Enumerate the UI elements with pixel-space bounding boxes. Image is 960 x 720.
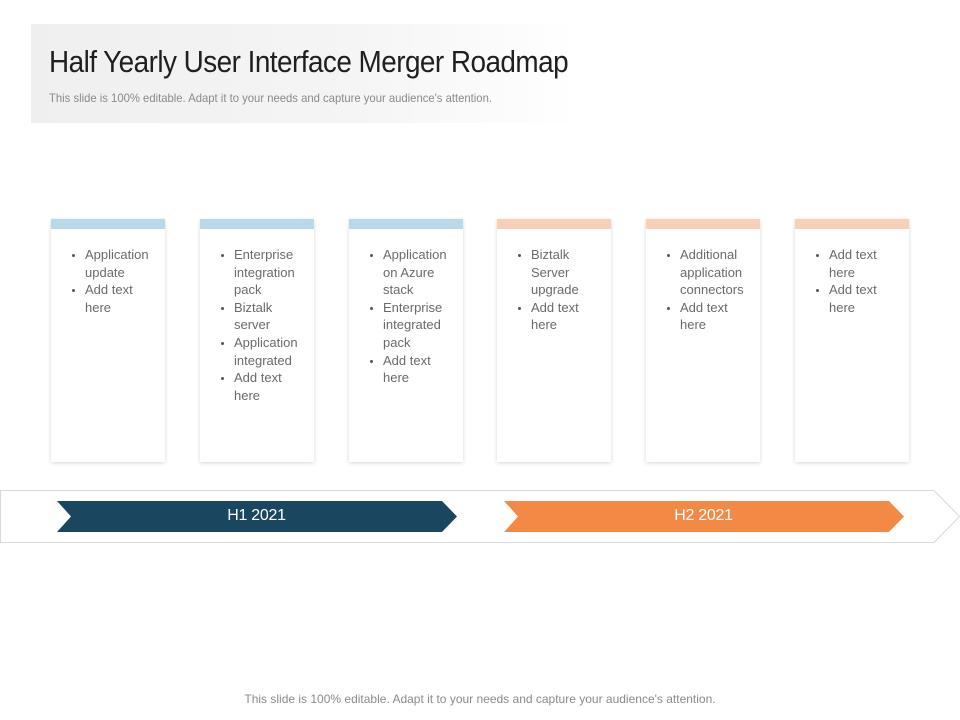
roadmap-card-1: Application update Add text here	[51, 219, 165, 462]
card-bullet-item: Enterprise integrated pack	[383, 299, 459, 352]
card-bullet-list: Enterprise integration pack Biztalk serv…	[200, 229, 314, 404]
card-bullet-list: Biztalk Server upgrade Add text here	[497, 229, 611, 334]
h1-label: H1 2021	[227, 507, 286, 524]
card-bullet-item: Add text here	[829, 281, 905, 316]
h1-arrow-shape	[57, 501, 457, 532]
card-accent-bar	[646, 219, 760, 229]
card-bullet-item: Add text here	[680, 299, 756, 334]
card-bullet-item: Add text here	[531, 299, 607, 334]
card-accent-bar	[51, 219, 165, 229]
card-accent-bar	[497, 219, 611, 229]
h2-label: H2 2021	[674, 507, 733, 524]
page-title: Half Yearly User Interface Merger Roadma…	[49, 44, 569, 79]
roadmap-card-2: Enterprise integration pack Biztalk serv…	[200, 219, 314, 462]
footer-note: This slide is 100% editable. Adapt it to…	[244, 692, 716, 706]
card-bullet-list: Add text here Add text here	[795, 229, 909, 316]
card-bullet-list: Additional application connectors Add te…	[646, 229, 760, 334]
roadmap-card-6: Add text here Add text here	[795, 219, 909, 462]
roadmap-card-4: Biztalk Server upgrade Add text here	[497, 219, 611, 462]
card-bullet-item: Application on Azure stack	[383, 246, 459, 299]
roadmap-card-3: Application on Azure stack Enterprise in…	[349, 219, 463, 462]
card-bullet-item: Biztalk Server upgrade	[531, 246, 607, 299]
page-subtitle: This slide is 100% editable. Adapt it to…	[49, 91, 492, 105]
card-accent-bar	[795, 219, 909, 229]
card-bullet-item: Enterprise integration pack	[234, 246, 310, 299]
card-bullet-item: Application update	[85, 246, 161, 281]
card-bullet-item: Application integrated	[234, 334, 310, 369]
card-accent-bar	[349, 219, 463, 229]
card-bullet-item: Additional application connectors	[680, 246, 756, 299]
header-box	[31, 24, 580, 123]
roadmap-card-5: Additional application connectors Add te…	[646, 219, 760, 462]
card-accent-bar	[200, 219, 314, 229]
card-bullet-item: Add text here	[829, 246, 905, 281]
card-bullet-item: Add text here	[383, 352, 459, 387]
card-bullet-list: Application on Azure stack Enterprise in…	[349, 229, 463, 387]
timeline-band	[0, 490, 960, 543]
card-bullet-item: Biztalk server	[234, 299, 310, 334]
card-bullet-list: Application update Add text here	[51, 229, 165, 316]
card-bullet-item: Add text here	[234, 369, 310, 404]
h2-arrow-shape	[504, 501, 904, 532]
card-bullet-item: Add text here	[85, 281, 161, 316]
